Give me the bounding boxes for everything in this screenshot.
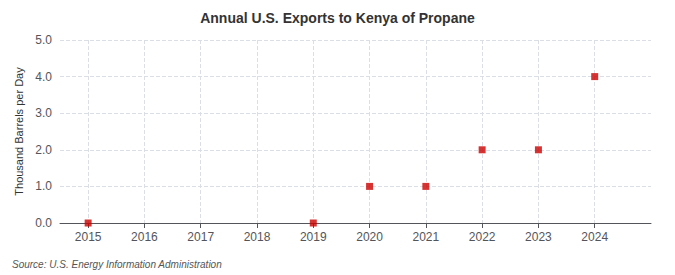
svg-text:2020: 2020 (356, 230, 383, 244)
svg-text:4.0: 4.0 (35, 70, 52, 84)
svg-text:2016: 2016 (131, 230, 158, 244)
svg-text:2022: 2022 (469, 230, 496, 244)
svg-text:2015: 2015 (75, 230, 102, 244)
svg-text:Source: U.S. Energy Informatio: Source: U.S. Energy Information Administ… (12, 259, 222, 270)
svg-text:Thousand Barrels per Day: Thousand Barrels per Day (13, 67, 25, 196)
svg-text:5.0: 5.0 (35, 33, 52, 47)
svg-text:0.0: 0.0 (35, 216, 52, 230)
svg-text:2018: 2018 (244, 230, 271, 244)
svg-text:3.0: 3.0 (35, 106, 52, 120)
svg-text:2021: 2021 (413, 230, 440, 244)
svg-text:2019: 2019 (300, 230, 327, 244)
svg-text:1.0: 1.0 (35, 179, 52, 193)
svg-text:2023: 2023 (525, 230, 552, 244)
svg-text:Annual U.S. Exports to Kenya o: Annual U.S. Exports to Kenya of Propane (200, 10, 475, 26)
svg-text:2017: 2017 (187, 230, 214, 244)
svg-text:2.0: 2.0 (35, 143, 52, 157)
svg-text:2024: 2024 (581, 230, 608, 244)
